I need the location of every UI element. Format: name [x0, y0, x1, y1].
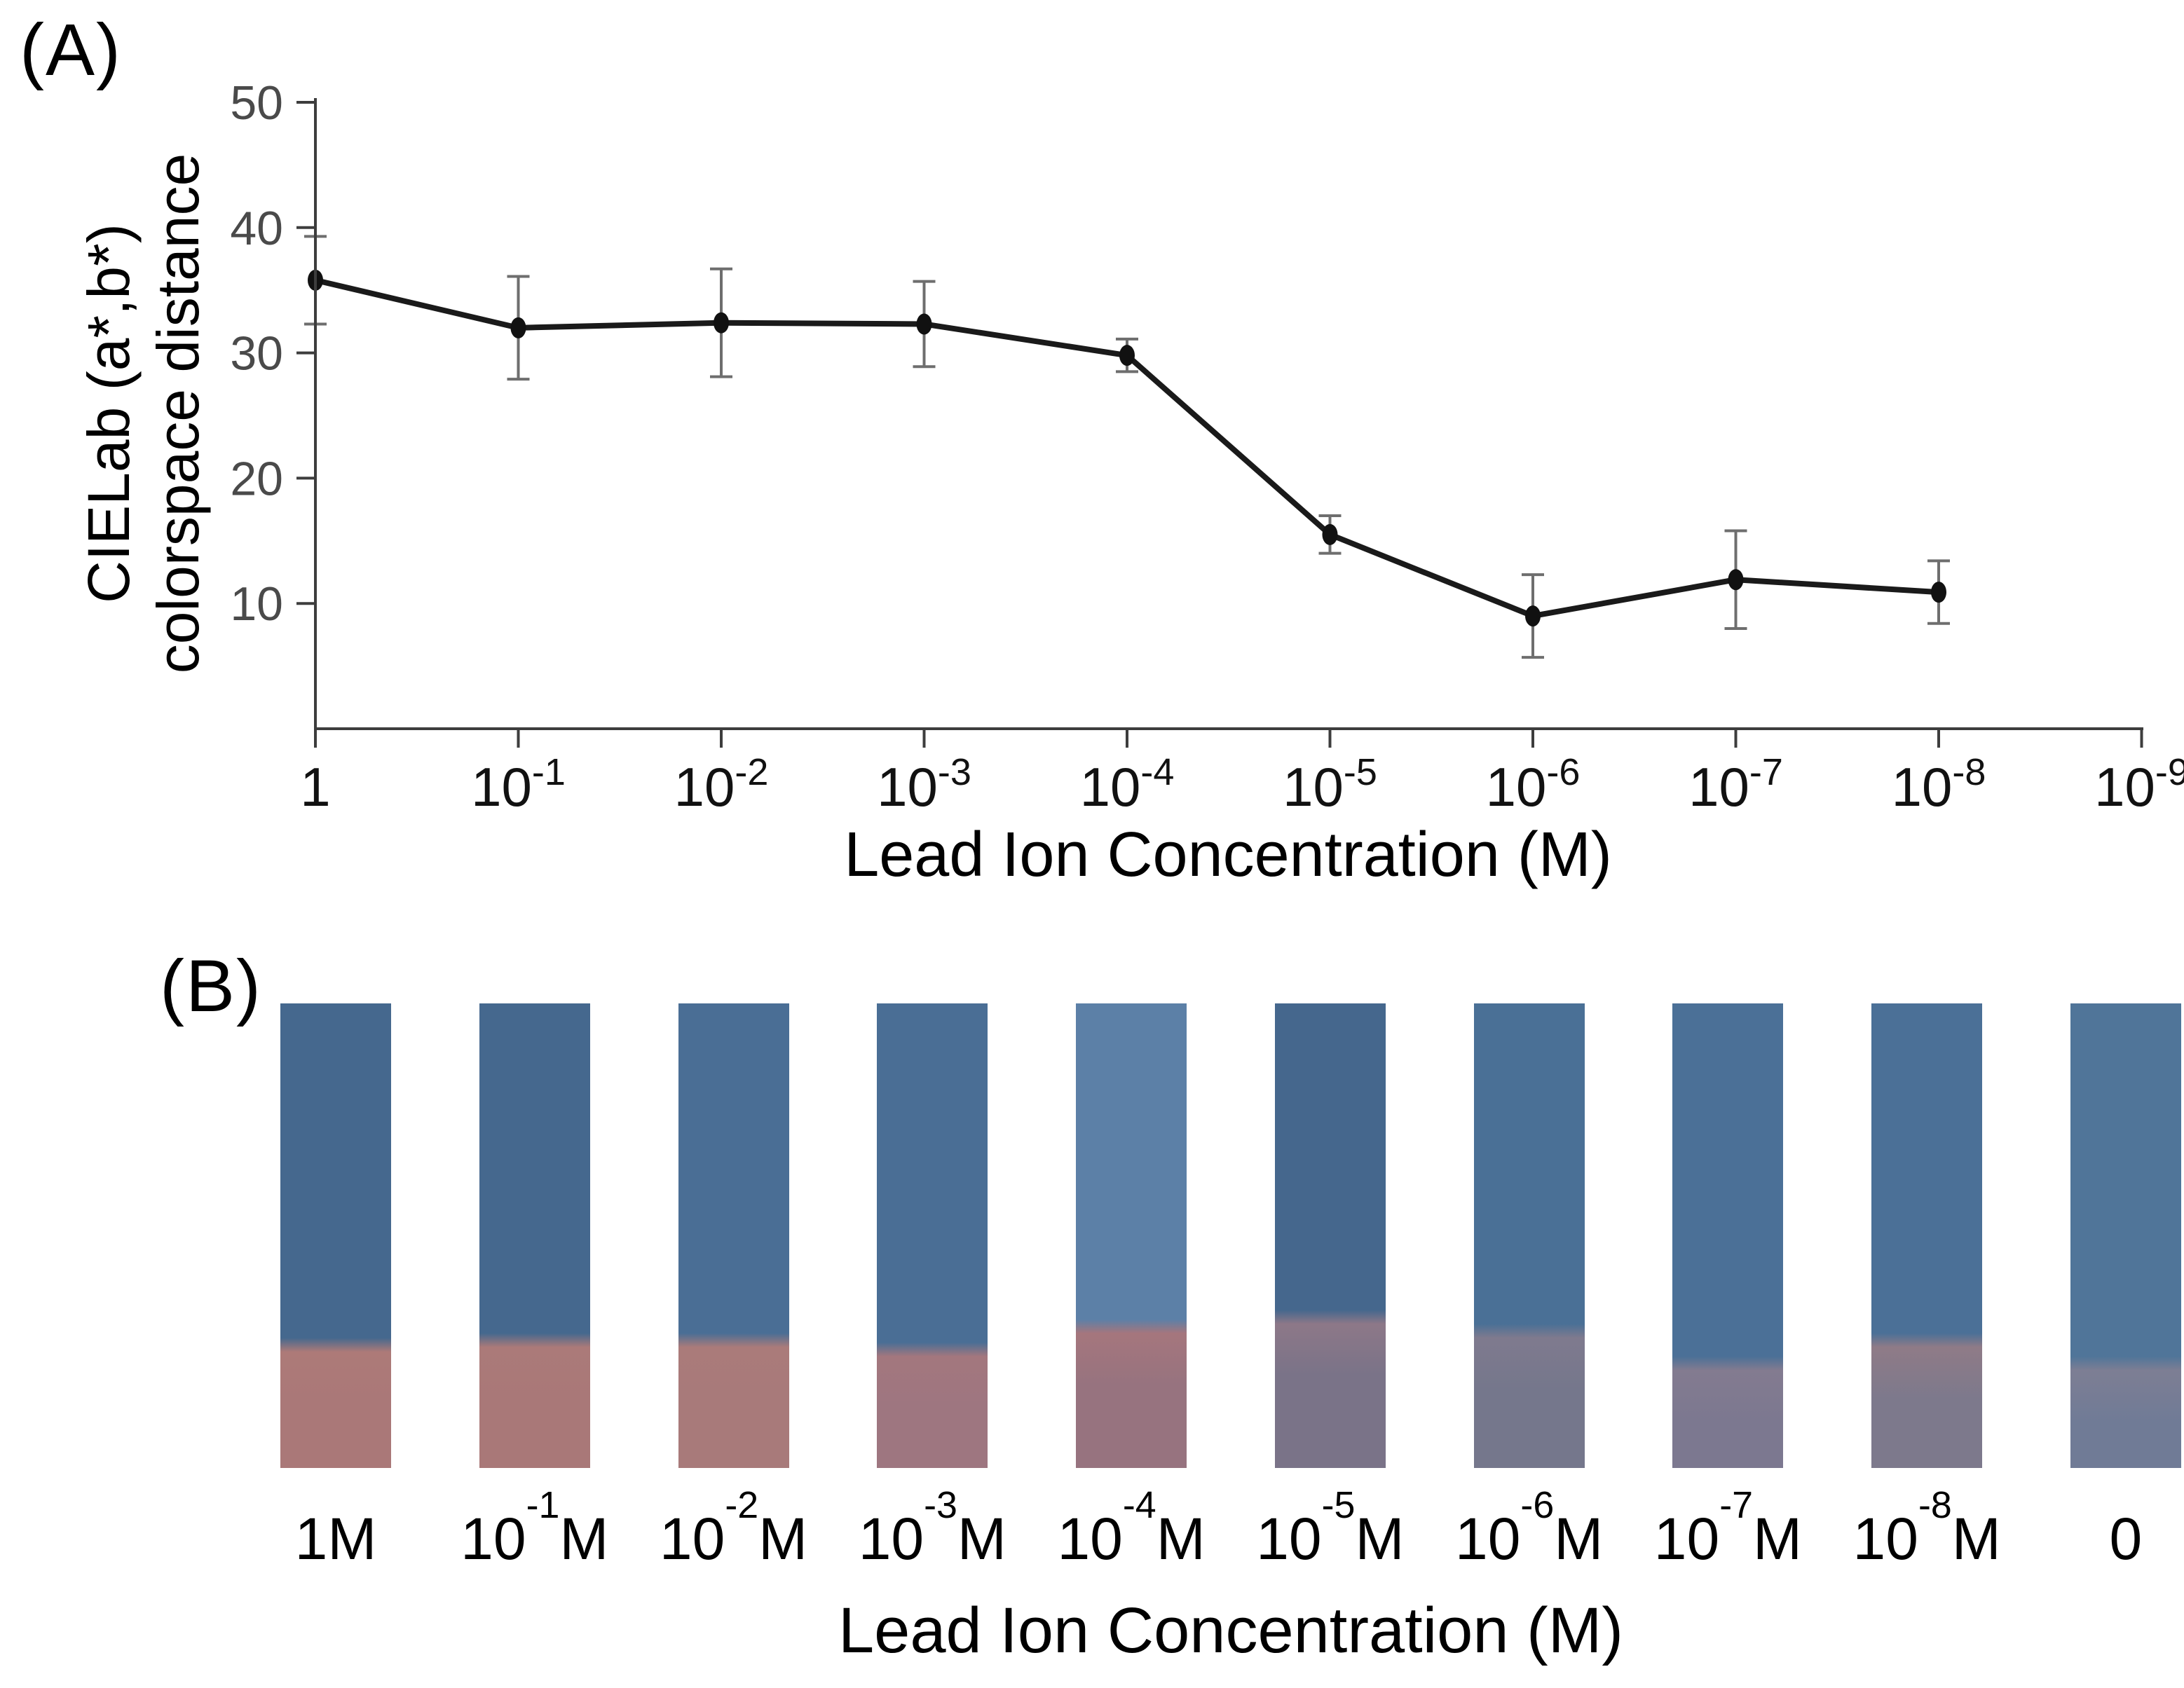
y-tick-label: 10: [230, 577, 283, 631]
strip-label-unit: M: [1752, 1506, 1802, 1572]
panel-a-label: (A): [20, 9, 122, 91]
strip-label-unit: M: [1156, 1506, 1206, 1572]
data-point: [714, 312, 729, 334]
strip-label-base: 10: [1454, 1506, 1521, 1572]
y-axis-title: CIELab (a*,b*) colorspace distance: [74, 153, 213, 673]
data-markers: [308, 269, 1946, 627]
strip-label: 10 -6 M: [1454, 1484, 1604, 1572]
x-tick-label: 1: [300, 756, 330, 818]
axes: [314, 98, 2143, 730]
test-strip-10-1M: [479, 1003, 590, 1468]
test-strip-0: [2070, 1003, 2181, 1468]
strip-label-unit: M: [1951, 1506, 2001, 1572]
strip-label-unit: M: [559, 1506, 609, 1572]
error-bars: [304, 235, 1950, 659]
strip-label: 10 -7 M: [1653, 1484, 1802, 1572]
strip-label: 10 -8 M: [1852, 1484, 2001, 1572]
strip-label-unit: M: [957, 1506, 1006, 1572]
data-point: [1322, 523, 1338, 545]
y-axis-title-line2: colorspace distance: [145, 153, 211, 674]
x-tick-label: 10-6: [1486, 751, 1581, 818]
strip-label-base: 1: [294, 1506, 328, 1572]
data-point: [1525, 605, 1541, 627]
strip-label-base: 10: [659, 1506, 725, 1572]
test-strip-10-5M: [1274, 1003, 1386, 1468]
strip-labels-row: 1 M 10 -1 M 10 -2 M 10 -3 M 10 -4 M 10 -5 M 10 -6 M 10 -7 M 10-…: [280, 1484, 2181, 1573]
panel-b-label: (B): [160, 945, 262, 1027]
strip-label: 10 -5 M: [1256, 1484, 1405, 1572]
strip-label-base: 0: [2109, 1506, 2143, 1572]
strip-label-base: 10: [1256, 1506, 1322, 1572]
x-tick-label: 10-4: [1080, 751, 1175, 818]
data-point: [510, 317, 526, 338]
strip-label: 10 -1 M: [460, 1484, 609, 1572]
test-strip-1M: [280, 1003, 391, 1468]
data-point: [1119, 345, 1135, 366]
strip-label-base: 10: [1057, 1506, 1123, 1572]
strip-label-unit: M: [1355, 1506, 1405, 1572]
strip-label-base: 10: [460, 1506, 526, 1572]
cielab-distance-line-chart: 50 40 30 20 10 1 10-1 10-2 10-3 10-4 10-5 10-6 10-7 1…: [230, 76, 2184, 890]
test-strip-10-4M: [1076, 1003, 1187, 1468]
test-strip-10-8M: [1871, 1003, 1983, 1468]
y-axis-title-line1: CIELab (a*,b*): [75, 224, 142, 603]
strip-label: 0: [2070, 1505, 2181, 1573]
x-axis-title: Lead Ion Concentration (M): [844, 820, 1612, 890]
strip-label-unit: M: [327, 1506, 377, 1572]
strip-label: 10 -4 M: [1057, 1484, 1206, 1572]
strip-label-base: 10: [1653, 1506, 1720, 1572]
x-tick-label: 10-3: [877, 751, 971, 818]
data-point: [1728, 569, 1744, 591]
x-tick-label: 10-2: [674, 751, 769, 818]
test-strip-10-6M: [1473, 1003, 1585, 1468]
strip-label-base: 10: [1852, 1506, 1918, 1572]
strip-label-unit: M: [1554, 1506, 1604, 1572]
y-tick-label: 30: [230, 327, 283, 380]
x-tick-label: 10-8: [1892, 751, 1986, 818]
data-point: [916, 313, 932, 335]
test-strip-10-2M: [678, 1003, 789, 1468]
test-strips-row: [280, 1003, 2181, 1468]
strip-label-unit: M: [758, 1506, 808, 1572]
strip-label: 10 -2 M: [659, 1484, 808, 1572]
data-line: [315, 277, 1939, 619]
test-strip-10-3M: [877, 1003, 988, 1468]
strip-label-base: 10: [858, 1506, 924, 1572]
y-tick-label: 50: [230, 76, 283, 130]
test-strip-10-7M: [1672, 1003, 1784, 1468]
x-tick-label: 10-9: [2094, 751, 2184, 818]
x-tick-label: 10-7: [1688, 751, 1783, 818]
x-tick-label: 10-1: [471, 751, 566, 818]
y-tick-label: 20: [230, 452, 283, 505]
panel-b-x-axis-title: Lead Ion Concentration (M): [838, 1595, 1623, 1666]
data-point: [1931, 582, 1946, 603]
x-tick-label: 10-5: [1283, 751, 1377, 818]
strip-label: 10 -3 M: [858, 1484, 1006, 1572]
y-tick-label: 40: [230, 202, 283, 255]
